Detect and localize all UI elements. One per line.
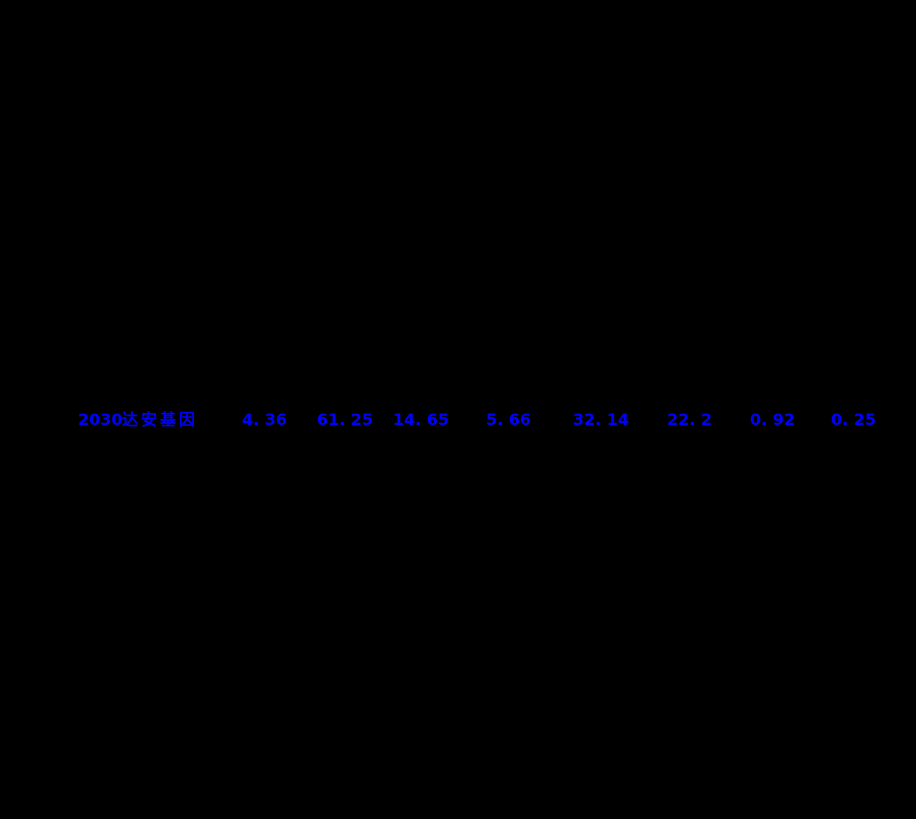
stock-code: 2030 [78,410,123,429]
value-cell-8: 0. 25 [830,410,876,429]
value-cell-6: 22. 2 [666,410,712,429]
value-cell-2: 61. 25 [316,410,373,429]
stock-table-row[interactable]: 2030 达安基因 4. 36 61. 25 14. 65 5. 66 32. … [0,409,916,430]
value-cell-4: 5. 66 [485,410,531,429]
value-cell-7: 0. 92 [749,410,795,429]
value-cell-1: 4. 36 [241,410,287,429]
value-cell-5: 32. 14 [572,410,629,429]
stock-name: 达安基因 [122,410,199,429]
value-cell-3: 14. 65 [392,410,449,429]
